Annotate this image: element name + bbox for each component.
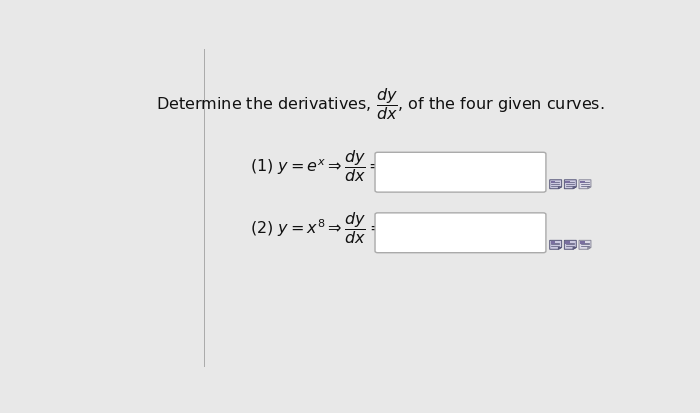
Polygon shape	[550, 180, 561, 189]
Polygon shape	[559, 248, 561, 250]
Polygon shape	[573, 248, 576, 250]
FancyBboxPatch shape	[375, 214, 546, 253]
Polygon shape	[579, 241, 591, 250]
Bar	[551, 181, 555, 184]
Bar	[580, 181, 584, 184]
Text: (2) $y = x^8 \Rightarrow \dfrac{dy}{dx} =$: (2) $y = x^8 \Rightarrow \dfrac{dy}{dx} …	[251, 210, 383, 246]
Polygon shape	[573, 188, 576, 189]
Polygon shape	[588, 248, 591, 250]
Polygon shape	[559, 188, 561, 189]
Polygon shape	[579, 180, 591, 189]
Text: (1) $y = e^x \Rightarrow \dfrac{dy}{dx} =$: (1) $y = e^x \Rightarrow \dfrac{dy}{dx} …	[251, 148, 383, 184]
Bar	[566, 242, 570, 244]
Polygon shape	[564, 241, 576, 250]
Polygon shape	[564, 180, 576, 189]
Polygon shape	[588, 188, 591, 189]
Bar	[551, 242, 555, 244]
Text: Determine the derivatives, $\dfrac{dy}{dx}$, of the four given curves.: Determine the derivatives, $\dfrac{dy}{d…	[156, 85, 605, 121]
Bar	[566, 181, 570, 184]
FancyBboxPatch shape	[375, 153, 546, 192]
Polygon shape	[550, 241, 561, 250]
Bar	[580, 242, 584, 244]
